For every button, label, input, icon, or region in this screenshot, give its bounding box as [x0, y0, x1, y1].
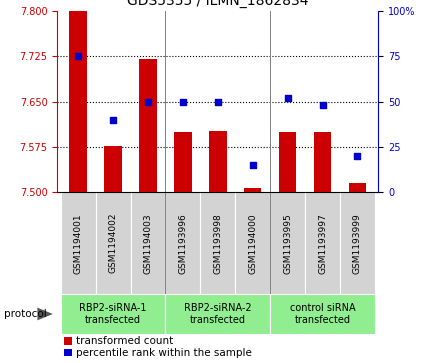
Bar — [200, 192, 235, 294]
Text: GSM1193999: GSM1193999 — [353, 213, 362, 274]
Text: GSM1193996: GSM1193996 — [178, 213, 187, 274]
Polygon shape — [37, 307, 53, 320]
Point — [354, 153, 361, 159]
Bar — [270, 294, 375, 334]
Bar — [165, 294, 270, 334]
Point — [319, 102, 326, 108]
Text: GSM1194003: GSM1194003 — [143, 213, 153, 274]
Bar — [314, 132, 331, 192]
Bar — [139, 59, 157, 192]
Bar — [165, 192, 200, 294]
Bar — [64, 349, 72, 356]
Title: GDS5355 / ILMN_1862834: GDS5355 / ILMN_1862834 — [127, 0, 308, 8]
Text: control siRNA
transfected: control siRNA transfected — [290, 303, 356, 325]
Bar — [209, 131, 227, 192]
Bar — [349, 183, 366, 192]
Text: GSM1193998: GSM1193998 — [213, 213, 222, 274]
Bar — [305, 192, 340, 294]
Bar — [235, 192, 270, 294]
Bar — [174, 132, 191, 192]
Bar — [131, 192, 165, 294]
Bar — [270, 192, 305, 294]
Text: percentile rank within the sample: percentile rank within the sample — [77, 347, 253, 358]
Point — [249, 162, 256, 168]
Text: GSM1194000: GSM1194000 — [248, 213, 257, 274]
Bar — [61, 192, 95, 294]
Point — [110, 117, 117, 123]
Point — [144, 99, 151, 105]
Point — [214, 99, 221, 105]
Text: GSM1193997: GSM1193997 — [318, 213, 327, 274]
Text: GSM1194002: GSM1194002 — [109, 213, 117, 273]
Text: transformed count: transformed count — [77, 336, 174, 346]
Text: GSM1194001: GSM1194001 — [73, 213, 83, 274]
Bar — [95, 192, 131, 294]
Point — [284, 95, 291, 101]
Bar — [279, 132, 297, 192]
Bar — [70, 11, 87, 192]
Bar — [340, 192, 375, 294]
Text: RBP2-siRNA-2
transfected: RBP2-siRNA-2 transfected — [184, 303, 252, 325]
Text: protocol: protocol — [4, 309, 47, 319]
Bar — [64, 337, 72, 344]
Bar — [104, 146, 122, 192]
Bar — [61, 294, 165, 334]
Point — [180, 99, 187, 105]
Text: RBP2-siRNA-1
transfected: RBP2-siRNA-1 transfected — [79, 303, 147, 325]
Point — [75, 53, 82, 59]
Bar — [244, 188, 261, 192]
Text: GSM1193995: GSM1193995 — [283, 213, 292, 274]
